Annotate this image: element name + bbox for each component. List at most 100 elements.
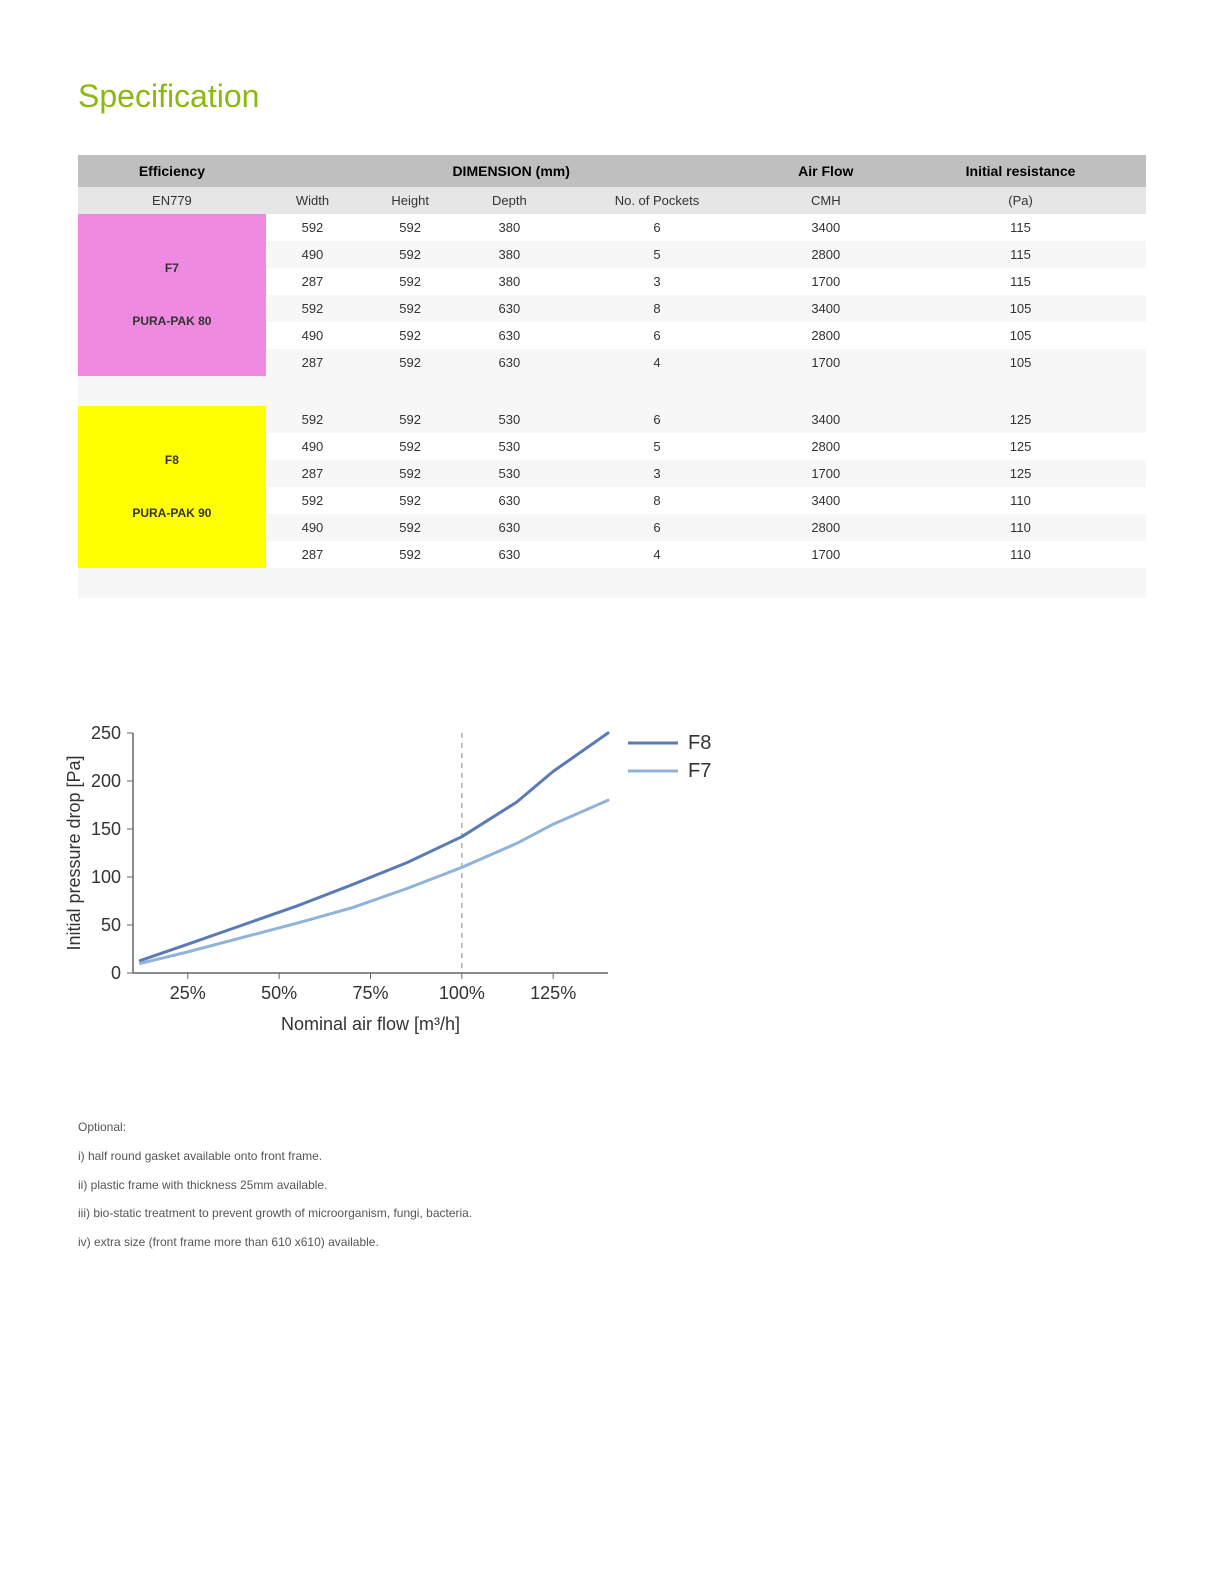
table-cell: 105 xyxy=(895,295,1146,322)
table-cell: 3 xyxy=(558,460,757,487)
notes-heading: Optional: xyxy=(78,1113,1146,1142)
sub-header: Width xyxy=(266,187,359,214)
svg-text:Nominal air flow [m³/h]: Nominal air flow [m³/h] xyxy=(281,1014,460,1034)
table-cell: 1700 xyxy=(757,541,896,568)
table-cell: 490 xyxy=(266,241,359,268)
optional-notes: Optional: i) half round gasket available… xyxy=(78,1113,1146,1257)
sub-header: Depth xyxy=(461,187,557,214)
table-cell: 125 xyxy=(895,460,1146,487)
table-cell: 287 xyxy=(266,541,359,568)
th-dimension: DIMENSION (mm) xyxy=(266,155,757,187)
table-cell: 8 xyxy=(558,487,757,514)
svg-text:150: 150 xyxy=(91,819,121,839)
table-cell: 630 xyxy=(461,487,557,514)
svg-text:100%: 100% xyxy=(439,983,485,1003)
table-cell: 592 xyxy=(266,406,359,433)
table-cell: 4 xyxy=(558,349,757,376)
table-cell: 630 xyxy=(461,514,557,541)
table-cell: 592 xyxy=(359,406,461,433)
table-cell: 125 xyxy=(895,433,1146,460)
svg-text:Initial pressure drop [Pa]: Initial pressure drop [Pa] xyxy=(64,755,84,950)
table-cell: 592 xyxy=(266,487,359,514)
table-cell: 3400 xyxy=(757,214,896,241)
table-cell: 1700 xyxy=(757,349,896,376)
table-cell: 630 xyxy=(461,322,557,349)
svg-text:0: 0 xyxy=(111,963,121,983)
sub-header: CMH xyxy=(757,187,896,214)
group-label: F8PURA-PAK 90 xyxy=(78,406,266,568)
table-cell: 2800 xyxy=(757,514,896,541)
table-cell: 592 xyxy=(359,268,461,295)
table-cell: 592 xyxy=(359,433,461,460)
svg-text:50: 50 xyxy=(101,915,121,935)
table-cell: 8 xyxy=(558,295,757,322)
table-cell: 592 xyxy=(359,541,461,568)
note-item: i) half round gasket available onto fron… xyxy=(78,1142,1146,1171)
table-cell: 110 xyxy=(895,487,1146,514)
table-cell: 110 xyxy=(895,541,1146,568)
table-cell: 105 xyxy=(895,322,1146,349)
table-cell: 5 xyxy=(558,241,757,268)
table-cell: 2800 xyxy=(757,241,896,268)
sub-header: No. of Pockets xyxy=(558,187,757,214)
table-cell: 115 xyxy=(895,241,1146,268)
table-cell: 592 xyxy=(359,514,461,541)
table-cell: 3 xyxy=(558,268,757,295)
table-cell: 115 xyxy=(895,214,1146,241)
table-cell: 592 xyxy=(359,487,461,514)
table-cell: 287 xyxy=(266,349,359,376)
table-cell: 630 xyxy=(461,541,557,568)
table-cell: 592 xyxy=(266,295,359,322)
svg-text:75%: 75% xyxy=(352,983,388,1003)
table-cell: 105 xyxy=(895,349,1146,376)
table-cell: 380 xyxy=(461,214,557,241)
table-cell: 490 xyxy=(266,514,359,541)
table-cell: 6 xyxy=(558,406,757,433)
th-resistance: Initial resistance xyxy=(895,155,1146,187)
note-item: iv) extra size (front frame more than 61… xyxy=(78,1228,1146,1257)
table-cell: 592 xyxy=(359,349,461,376)
table-cell: 592 xyxy=(359,460,461,487)
svg-text:50%: 50% xyxy=(261,983,297,1003)
table-cell: 530 xyxy=(461,460,557,487)
table-cell: 592 xyxy=(359,214,461,241)
group-label: F7PURA-PAK 80 xyxy=(78,214,266,376)
sub-header: Height xyxy=(359,187,461,214)
svg-text:250: 250 xyxy=(91,723,121,743)
table-cell: 592 xyxy=(359,322,461,349)
table-cell: 287 xyxy=(266,460,359,487)
th-efficiency: Efficiency xyxy=(78,155,266,187)
sub-header: EN779 xyxy=(78,187,266,214)
th-airflow: Air Flow xyxy=(757,155,896,187)
table-cell: 3400 xyxy=(757,295,896,322)
svg-text:F8: F8 xyxy=(688,732,711,754)
table-cell: 630 xyxy=(461,295,557,322)
spec-table: Efficiency DIMENSION (mm) Air Flow Initi… xyxy=(78,155,1146,598)
table-cell: 110 xyxy=(895,514,1146,541)
svg-text:100: 100 xyxy=(91,867,121,887)
pressure-chart: 05010015020025025%50%75%100%125%Nominal … xyxy=(58,718,1146,1053)
table-cell: 490 xyxy=(266,322,359,349)
table-cell: 530 xyxy=(461,433,557,460)
svg-text:F7: F7 xyxy=(688,760,711,782)
sub-header: (Pa) xyxy=(895,187,1146,214)
table-cell: 115 xyxy=(895,268,1146,295)
table-cell: 2800 xyxy=(757,322,896,349)
table-cell: 6 xyxy=(558,514,757,541)
note-item: iii) bio-static treatment to prevent gro… xyxy=(78,1199,1146,1228)
note-item: ii) plastic frame with thickness 25mm av… xyxy=(78,1171,1146,1200)
table-cell: 287 xyxy=(266,268,359,295)
table-cell: 2800 xyxy=(757,433,896,460)
table-cell: 592 xyxy=(266,214,359,241)
table-cell: 592 xyxy=(359,295,461,322)
table-cell: 490 xyxy=(266,433,359,460)
table-cell: 4 xyxy=(558,541,757,568)
table-cell: 3400 xyxy=(757,406,896,433)
svg-text:125%: 125% xyxy=(530,983,576,1003)
table-cell: 6 xyxy=(558,322,757,349)
table-cell: 380 xyxy=(461,268,557,295)
table-cell: 5 xyxy=(558,433,757,460)
table-cell: 530 xyxy=(461,406,557,433)
svg-text:200: 200 xyxy=(91,771,121,791)
page-title: Specification xyxy=(78,78,1146,115)
